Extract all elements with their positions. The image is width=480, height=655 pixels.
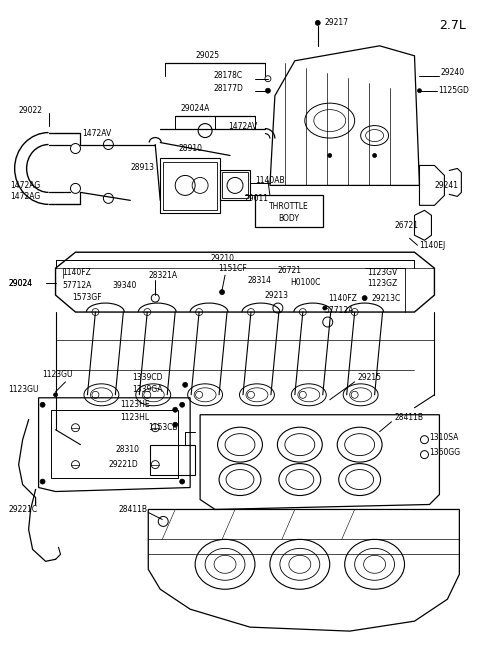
Text: 1360GG: 1360GG [430,448,461,457]
Text: 29215: 29215 [358,373,382,383]
Bar [163,162,217,210]
Text: 1310SA: 1310SA [430,433,459,442]
Circle shape [315,20,320,26]
Circle shape [180,402,185,407]
Text: 1151CF: 1151CF [218,264,247,272]
Text: H0100C: H0100C [290,278,320,287]
Text: 1123GU: 1123GU [9,385,39,394]
Text: 2.7L: 2.7L [439,19,466,32]
Text: 1472AG: 1472AG [11,192,41,201]
Text: 1123GV: 1123GV [368,268,398,276]
Circle shape [40,479,45,484]
Text: 29024A: 29024A [180,104,210,113]
Text: 1472AV: 1472AV [83,129,112,138]
Text: 1472AV: 1472AV [228,122,257,131]
Text: 1123GU: 1123GU [43,370,73,379]
Text: 29011: 29011 [245,194,269,203]
Bar [222,172,248,198]
Text: 1339CD: 1339CD [132,373,163,383]
Text: 29022: 29022 [19,106,43,115]
Text: 29213C: 29213C [372,293,401,303]
Text: 28314: 28314 [248,276,272,285]
Circle shape [180,479,185,484]
Text: 28321A: 28321A [148,271,178,280]
Text: 29221C: 29221C [9,505,38,514]
Text: 28177D: 28177D [213,84,243,93]
Circle shape [183,383,188,387]
Text: 1140EJ: 1140EJ [420,241,446,250]
Circle shape [372,153,377,157]
Text: 1140FZ: 1140FZ [62,268,91,276]
Text: 1123GZ: 1123GZ [368,278,398,288]
Text: 1472AG: 1472AG [11,181,41,190]
Text: BODY: BODY [278,214,300,223]
Text: 28411B: 28411B [395,413,423,422]
Text: 1339GA: 1339GA [132,385,163,394]
Circle shape [173,422,178,427]
Text: 57712A: 57712A [325,305,354,314]
Text: 28910: 28910 [178,144,202,153]
Circle shape [328,153,332,157]
Circle shape [418,88,421,92]
Text: 26721: 26721 [395,221,419,230]
Circle shape [40,402,45,407]
Text: 1153CB: 1153CB [148,423,178,432]
Text: 1125GD: 1125GD [438,86,469,95]
Text: 29217: 29217 [325,18,349,28]
Bar [220,170,250,200]
Text: 26721: 26721 [278,266,302,274]
Bar [50,410,178,477]
Text: 1573GF: 1573GF [72,293,102,301]
Bar [255,195,323,227]
Bar [160,159,220,214]
Bar [150,445,195,475]
Text: 29210: 29210 [210,253,234,263]
Circle shape [173,407,178,412]
Text: 28913: 28913 [130,163,154,172]
Text: 28178C: 28178C [213,71,242,80]
Circle shape [219,290,225,295]
Text: 57712A: 57712A [62,280,92,290]
Circle shape [362,295,367,301]
Text: 1140AB: 1140AB [255,176,285,185]
Text: 29024: 29024 [9,278,33,288]
Text: 1123HL: 1123HL [120,413,149,422]
Text: 39340: 39340 [112,280,137,290]
Text: 29241: 29241 [434,181,458,190]
Circle shape [323,306,327,310]
Text: 29024: 29024 [9,278,33,288]
Circle shape [54,393,58,397]
Text: 28411B: 28411B [119,505,147,514]
Text: 28310: 28310 [115,445,139,454]
Text: THROTTLE: THROTTLE [269,202,309,211]
Text: 29213: 29213 [265,291,289,299]
Text: 29025: 29025 [195,51,219,60]
Text: 29221D: 29221D [108,460,138,469]
Text: 29240: 29240 [441,68,465,77]
Text: 1140FZ: 1140FZ [328,293,357,303]
Text: 1123HE: 1123HE [120,400,150,409]
Circle shape [265,88,270,93]
